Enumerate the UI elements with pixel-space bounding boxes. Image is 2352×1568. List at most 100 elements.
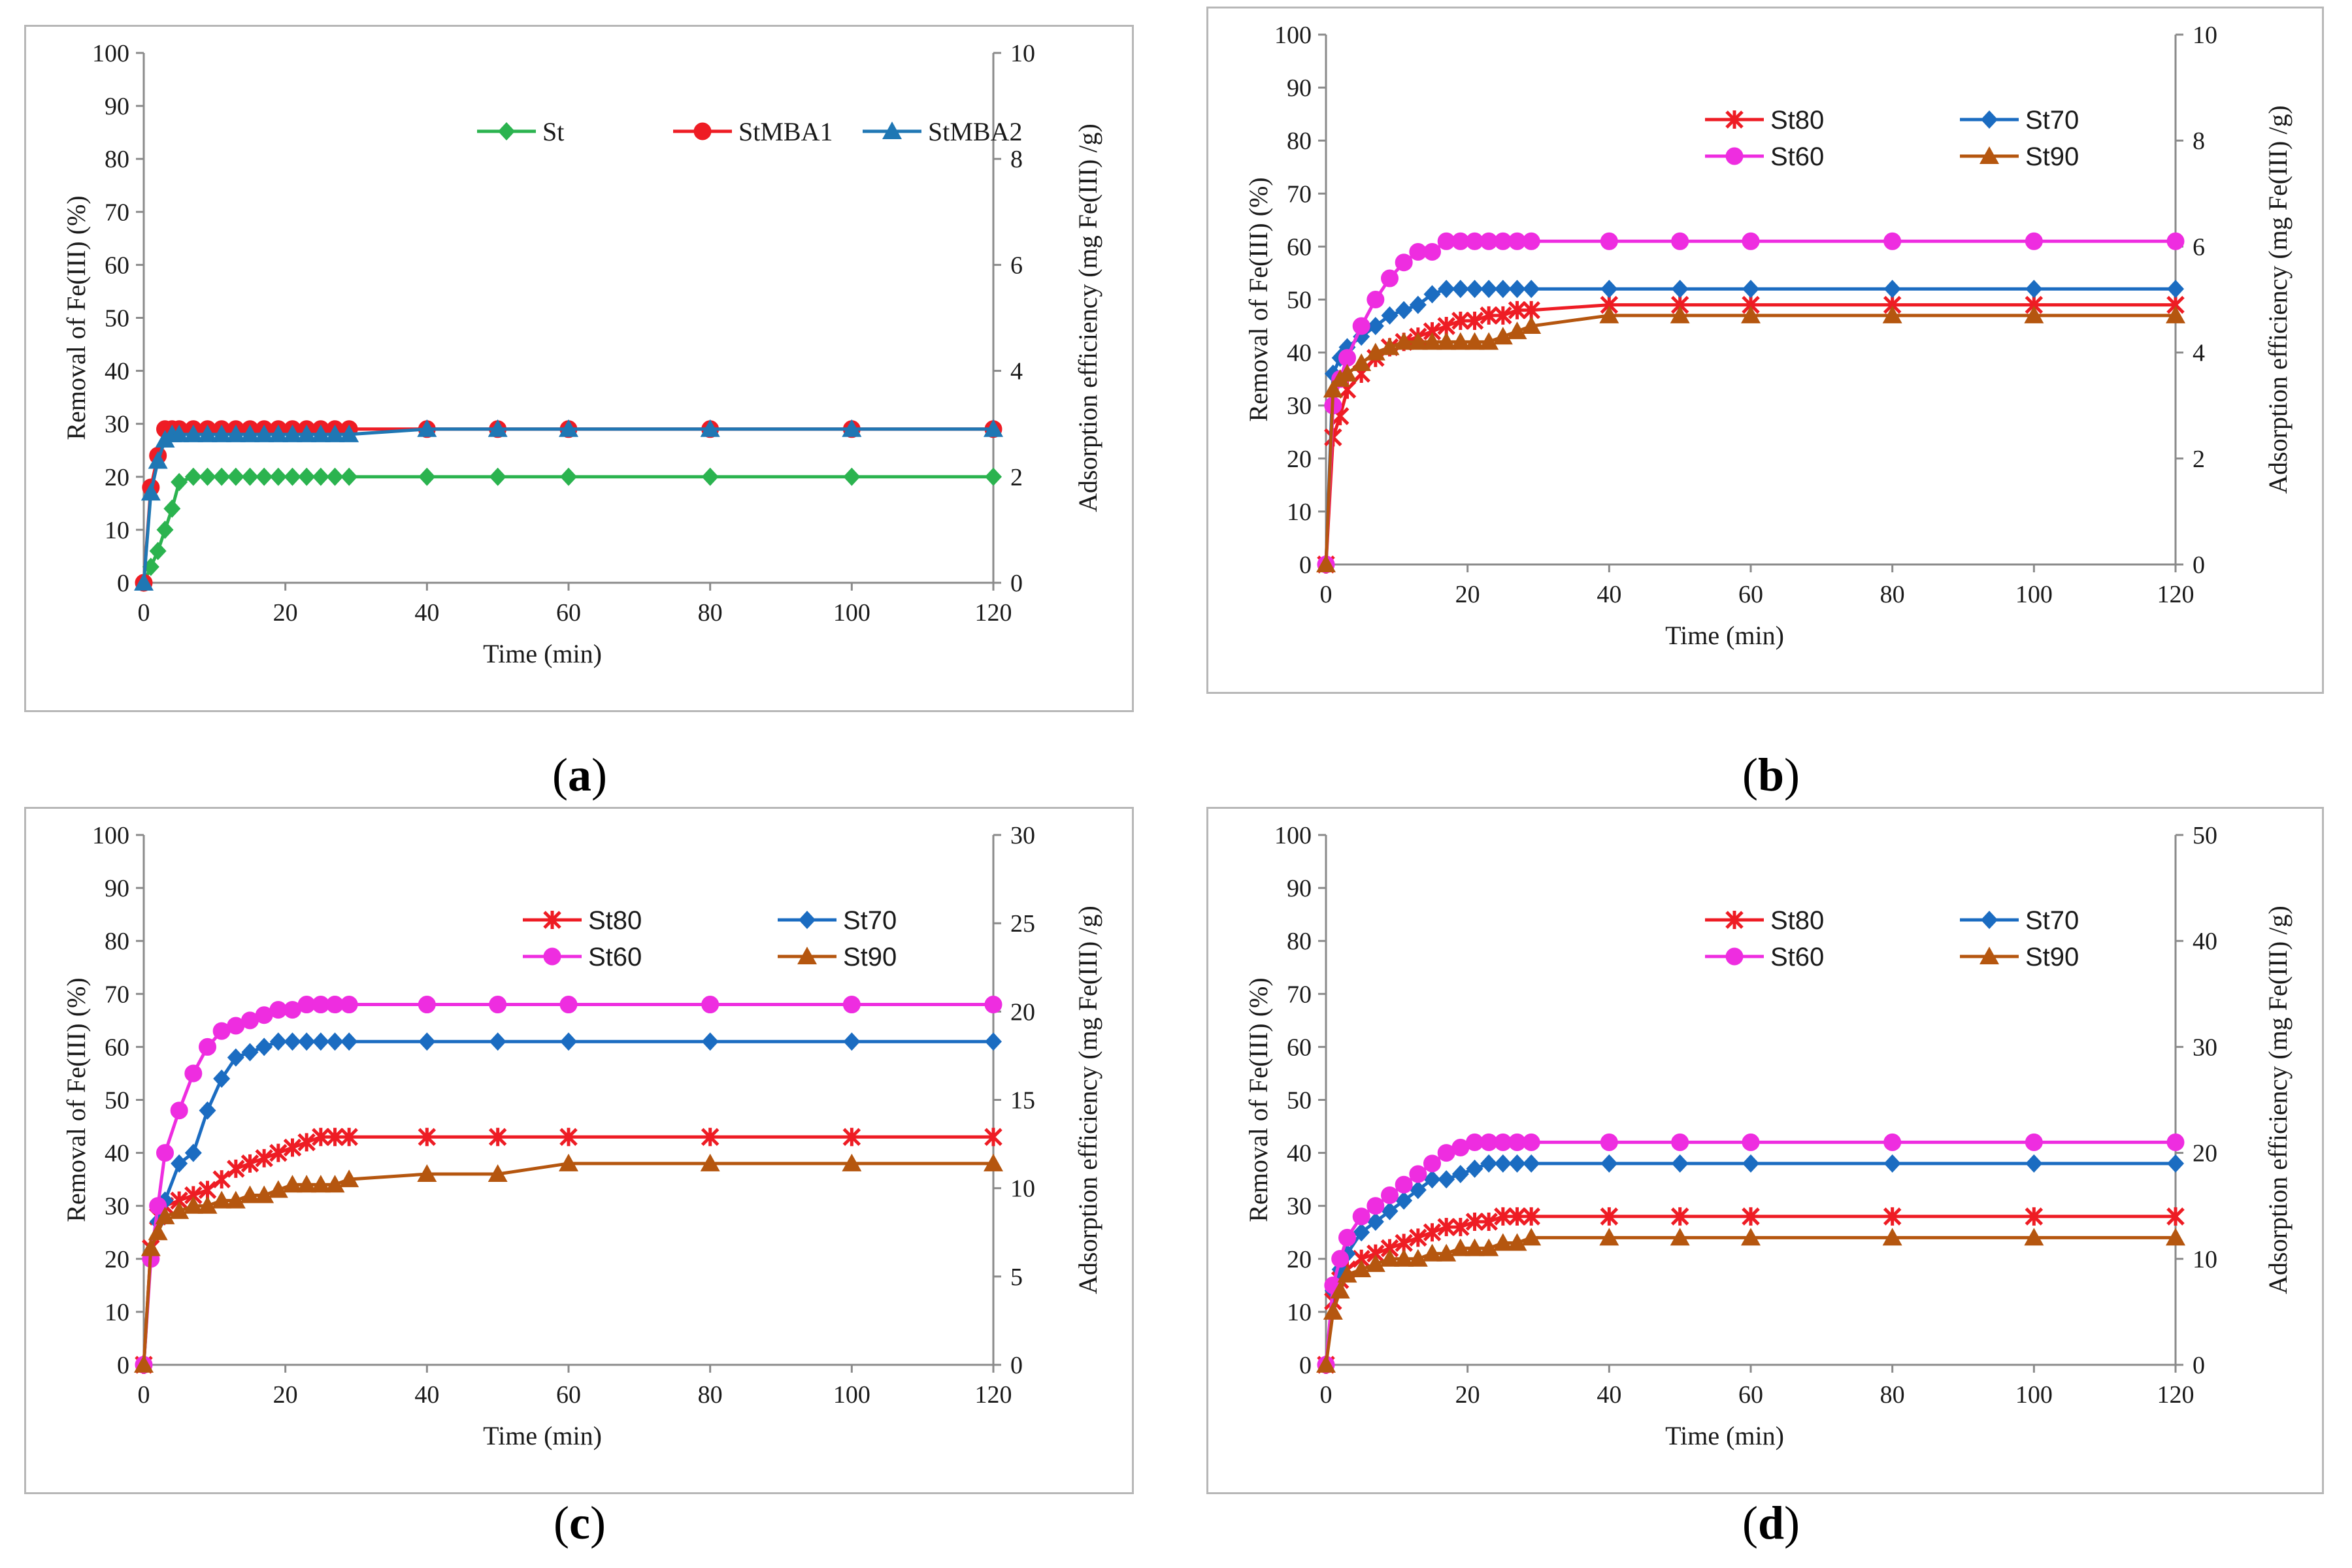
point-St70 (227, 1048, 244, 1067)
point-St60 (1395, 253, 1413, 272)
y-tick-label: 0 (1299, 1352, 1312, 1379)
point-St80 (1494, 306, 1512, 325)
chart-c: 0 10 20 30 40 50 60 70 80 90 100 0 5 10 15 20 25 30 0 20 40 6… (61, 822, 1102, 1450)
legend-label: St80 (1770, 906, 1824, 935)
point-St90 (2024, 1228, 2044, 1246)
point-St90 (1436, 332, 1457, 350)
point-StMBA2 (700, 419, 720, 437)
x-tick-label: 100 (2015, 581, 2053, 608)
y2-tick-label: 10 (2193, 1246, 2217, 1273)
x-tick-label: 0 (1320, 1381, 1333, 1409)
legend-label: St70 (2025, 106, 2079, 135)
point-St70 (1381, 306, 1399, 325)
line-St70 (1324, 287, 2176, 565)
y2-tick-label: 30 (1010, 822, 1035, 849)
point-St80 (984, 1128, 1002, 1147)
y2-tick-label: 20 (1010, 998, 1035, 1026)
legend-item-StMBA2: StMBA2 (863, 117, 1023, 146)
point-St90 (1741, 305, 1761, 323)
point-St70 (1480, 280, 1498, 299)
y2-tick-label: 6 (1010, 252, 1023, 279)
y-axis-label: Removal of Fe(III) (%) (1244, 977, 1273, 1222)
point-St70 (340, 1032, 358, 1051)
point-St80 (1451, 1218, 1470, 1237)
y-tick-label: 10 (1287, 1299, 1312, 1326)
y-tick-label: 30 (1287, 1193, 1312, 1220)
x-tick-label: 120 (975, 599, 1012, 627)
point-St (213, 467, 231, 486)
point-St80 (212, 1170, 231, 1189)
series-St60 (135, 996, 1002, 1374)
point-St60 (1883, 1133, 1902, 1151)
y-tick-label: 60 (105, 252, 129, 279)
point-St (256, 467, 273, 486)
point-St90 (1351, 1260, 1372, 1278)
y2-axis-label: Adsorption efficiency (mg Fe(III) /g) (2263, 105, 2293, 494)
point-St60 (1381, 1186, 1399, 1204)
point-St70 (171, 1154, 188, 1173)
legend-label: St80 (588, 906, 642, 935)
point-St60 (1522, 232, 1540, 250)
legend-label: St60 (588, 943, 642, 972)
point-St80 (297, 1133, 316, 1152)
point-St80 (227, 1159, 245, 1178)
x-tick-label: 120 (975, 1381, 1012, 1409)
point-St70 (1508, 1154, 1526, 1173)
y-tick-label: 0 (117, 570, 129, 597)
legend-marker (799, 911, 816, 929)
point-St (298, 467, 316, 486)
chart-panel-a: 0 10 20 30 40 50 60 70 80 90 100 0 2 4 6 8 10 0 20 40 60 80 10… (24, 25, 1134, 712)
point-StMBA2 (297, 424, 317, 442)
y-tick-label: 100 (1274, 822, 1312, 849)
point-St70 (1600, 1154, 1618, 1173)
point-St90 (1521, 1228, 1542, 1246)
x-tick-label: 120 (2157, 1381, 2195, 1409)
y2-tick-label: 10 (1010, 40, 1035, 67)
x-tick-label: 0 (138, 1381, 150, 1409)
caption-b: (b) (1742, 749, 1800, 801)
point-St (418, 467, 436, 486)
point-St (149, 542, 167, 561)
point-St60 (559, 996, 578, 1014)
y2-tick-label: 10 (2193, 22, 2217, 49)
y2-tick-label: 5 (1010, 1264, 1023, 1291)
y-tick-label: 40 (105, 358, 129, 385)
point-St60 (1381, 269, 1399, 287)
point-St60 (199, 1037, 216, 1056)
point-St90 (1351, 353, 1372, 371)
y-tick-label: 50 (105, 1087, 129, 1115)
point-St80 (1465, 311, 1484, 330)
x-axis-label: Time (min) (1665, 1421, 1784, 1450)
line-St (142, 475, 993, 584)
legend-label: St60 (1770, 943, 1824, 972)
legend-marker (1725, 911, 1744, 929)
point-St70 (1466, 280, 1483, 299)
line-St60 (142, 1003, 993, 1365)
point-St90 (1365, 342, 1385, 361)
point-St90 (1422, 332, 1442, 350)
point-St60 (1883, 232, 1902, 250)
point-St70 (985, 1032, 1002, 1051)
legend-item-St90: St90 (1960, 142, 2079, 171)
series-St (135, 467, 1002, 592)
x-tick-label: 80 (698, 599, 723, 627)
point-St90 (1380, 1249, 1400, 1267)
x-tick-label: 100 (833, 599, 870, 627)
x-tick-label: 80 (1880, 581, 1905, 608)
point-St70 (1523, 1154, 1540, 1173)
point-St80 (1670, 1207, 1689, 1226)
point-St60 (1742, 1133, 1760, 1151)
point-St90 (2024, 305, 2044, 323)
y-tick-label: 60 (1287, 233, 1312, 261)
point-St90 (1337, 364, 1357, 382)
point-St90 (417, 1164, 437, 1183)
point-StMBA2 (169, 424, 190, 442)
y2-tick-label: 8 (2193, 127, 2205, 155)
point-St60 (1366, 1197, 1385, 1215)
y-tick-label: 70 (1287, 981, 1312, 1008)
point-St (284, 467, 301, 486)
point-St70 (284, 1032, 301, 1051)
x-tick-label: 60 (1738, 581, 1763, 608)
legend-item-St70: St70 (1960, 106, 2079, 135)
